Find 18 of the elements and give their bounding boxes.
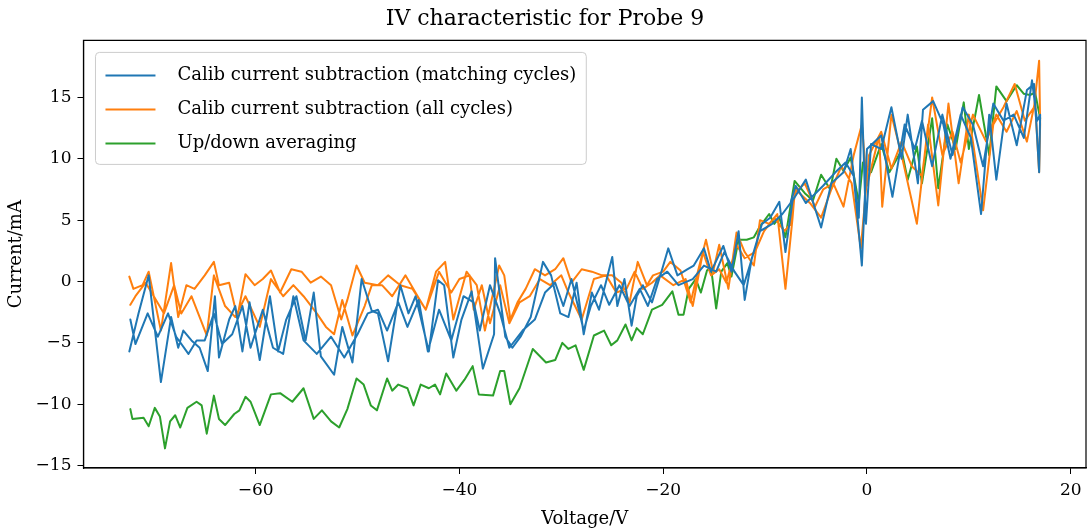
y-tick-label: −15	[35, 453, 72, 474]
x-axis-title: Voltage/V	[540, 506, 630, 528]
x-tick-label: −60	[237, 478, 274, 499]
y-tick-label: 15	[49, 85, 72, 106]
x-tick-label: 0	[861, 478, 873, 499]
chart-title: IV characteristic for Probe 9	[385, 4, 705, 30]
y-axis-title: Current/mA	[4, 199, 26, 309]
y-tick-label: 10	[49, 147, 72, 168]
legend-label: Calib current subtraction (all cycles)	[177, 97, 513, 119]
x-tick-label: −40	[441, 478, 478, 499]
legend-label: Calib current subtraction (matching cycles)	[177, 63, 577, 85]
y-tick-label: −5	[46, 331, 72, 352]
y-tick-label: 0	[60, 269, 72, 290]
x-tick-label: −20	[645, 478, 682, 499]
legend-label: Up/down averaging	[177, 131, 357, 153]
x-tick-label: 20	[1059, 478, 1082, 499]
y-tick-label: −10	[35, 392, 72, 413]
y-tick-label: 5	[60, 208, 72, 229]
